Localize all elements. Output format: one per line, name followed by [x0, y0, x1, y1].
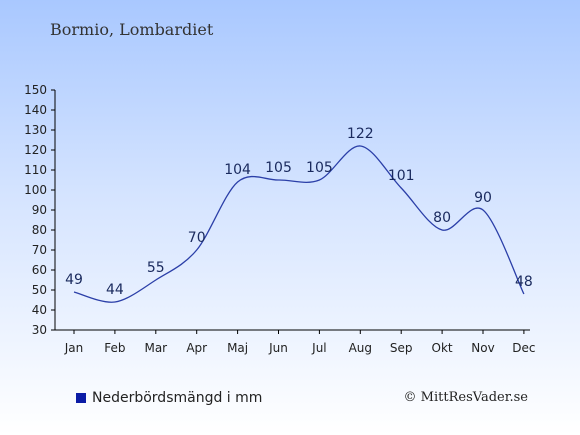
x-tick-label: Mar — [144, 341, 167, 355]
y-tick-label: 30 — [32, 323, 47, 337]
y-tick-label: 50 — [32, 283, 47, 297]
y-tick-label: 60 — [32, 263, 47, 277]
y-tick-label: 150 — [24, 83, 47, 97]
data-label: 105 — [306, 160, 333, 176]
x-tick-label: Apr — [186, 341, 207, 355]
data-label: 55 — [147, 260, 165, 276]
data-label: 80 — [433, 210, 451, 226]
data-label: 48 — [515, 274, 533, 290]
data-label: 122 — [347, 126, 374, 142]
y-tick-label: 110 — [24, 163, 47, 177]
y-tick-label: 120 — [24, 143, 47, 157]
y-tick-label: 80 — [32, 223, 47, 237]
x-tick-label: Nov — [471, 341, 494, 355]
x-tick-label: Sep — [390, 341, 413, 355]
x-tick-label: Dec — [512, 341, 535, 355]
x-tick-label: Feb — [104, 341, 125, 355]
x-tick-label: Okt — [432, 341, 453, 355]
legend-swatch — [76, 393, 86, 403]
data-label: 49 — [65, 272, 83, 288]
y-tick-label: 70 — [32, 243, 47, 257]
y-tick-label: 140 — [24, 103, 47, 117]
data-label: 44 — [106, 282, 124, 298]
data-label: 70 — [188, 230, 206, 246]
y-tick-label: 130 — [24, 123, 47, 137]
x-tick-label: Aug — [349, 341, 372, 355]
precipitation-series-line — [73, 145, 525, 303]
chart-title: Bormio, Lombardiet — [50, 20, 214, 39]
legend: Nederbördsmängd i mm — [76, 390, 262, 406]
y-tick-label: 100 — [24, 183, 47, 197]
copyright-text: © MittResVader.se — [403, 390, 528, 405]
data-label: 101 — [388, 168, 415, 184]
data-label: 90 — [474, 190, 492, 206]
data-label: 105 — [265, 160, 292, 176]
x-tick-label: Maj — [227, 341, 248, 355]
data-label: 104 — [224, 162, 251, 178]
y-tick-label: 90 — [32, 203, 47, 217]
x-tick-label: Jul — [311, 341, 326, 355]
legend-label: Nederbördsmängd i mm — [92, 390, 263, 406]
x-tick-label: Jan — [64, 341, 84, 355]
x-tick-label: Jun — [268, 341, 288, 355]
y-tick-label: 40 — [32, 303, 47, 317]
